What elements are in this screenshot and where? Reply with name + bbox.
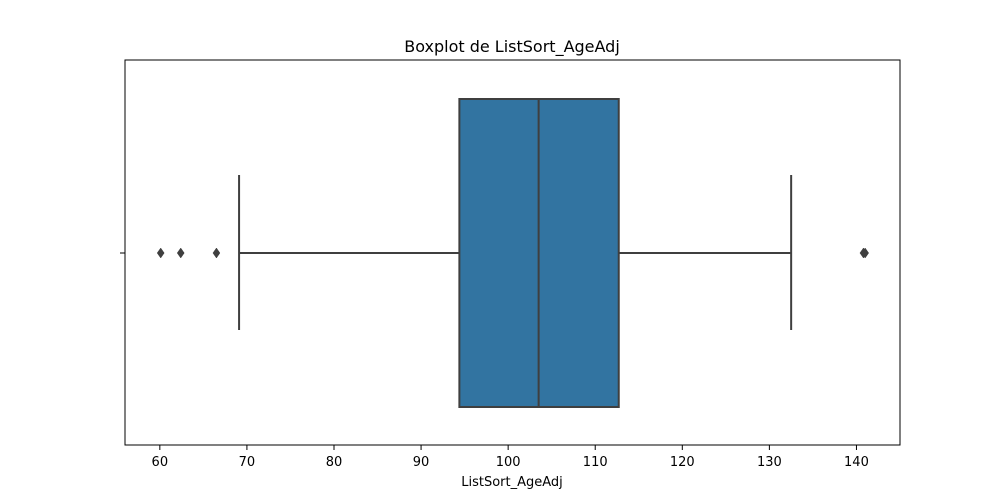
chart-title: Boxplot de ListSort_AgeAdj bbox=[404, 37, 620, 57]
outlier-point bbox=[156, 247, 165, 259]
x-axis-label: ListSort_AgeAdj bbox=[461, 475, 563, 490]
x-tick-label: 130 bbox=[757, 455, 782, 470]
x-tick-label: 120 bbox=[670, 455, 695, 470]
x-tick-label: 100 bbox=[496, 455, 521, 470]
outlier-point bbox=[861, 247, 869, 259]
x-tick-label: 60 bbox=[152, 455, 169, 470]
outlier-point bbox=[212, 247, 221, 259]
x-tick-label: 80 bbox=[326, 455, 343, 470]
x-tick-label: 110 bbox=[583, 455, 608, 470]
x-axis-ticks: 60 70 80 90 100 110 120 130 140 bbox=[152, 445, 869, 470]
plot-area bbox=[156, 98, 869, 408]
x-tick-label: 90 bbox=[413, 455, 430, 470]
x-tick-label: 70 bbox=[239, 455, 256, 470]
outlier-point bbox=[176, 247, 185, 259]
x-tick-label: 140 bbox=[844, 455, 869, 470]
